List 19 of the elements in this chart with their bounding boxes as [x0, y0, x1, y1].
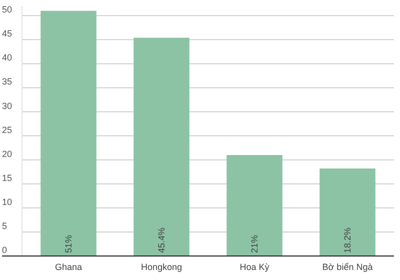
- y-tick-label: 25: [2, 124, 12, 135]
- y-tick-label: 50: [2, 4, 12, 15]
- y-tick-label: 45: [2, 28, 12, 39]
- data-label: 51%: [64, 234, 74, 253]
- y-tick-label: 5: [2, 220, 8, 231]
- y-tick-label: 35: [2, 76, 12, 87]
- x-tick-label: Bờ biển Ngà: [322, 262, 373, 272]
- data-label: 45.4%: [156, 227, 166, 253]
- x-tick-label: Hoa Kỳ: [240, 262, 270, 272]
- y-tick-label: 15: [2, 172, 12, 183]
- x-tick-label: Hongkong: [140, 262, 182, 272]
- data-label: 21%: [250, 234, 260, 253]
- y-tick-label: 20: [2, 148, 12, 159]
- y-tick-label: 0: [2, 245, 8, 255]
- x-tick-label: Ghana: [54, 262, 82, 272]
- y-tick-label: 40: [2, 52, 12, 63]
- data-label: 18.2%: [342, 227, 352, 253]
- y-tick-label: 10: [2, 196, 12, 207]
- y-tick-label: 30: [2, 100, 12, 111]
